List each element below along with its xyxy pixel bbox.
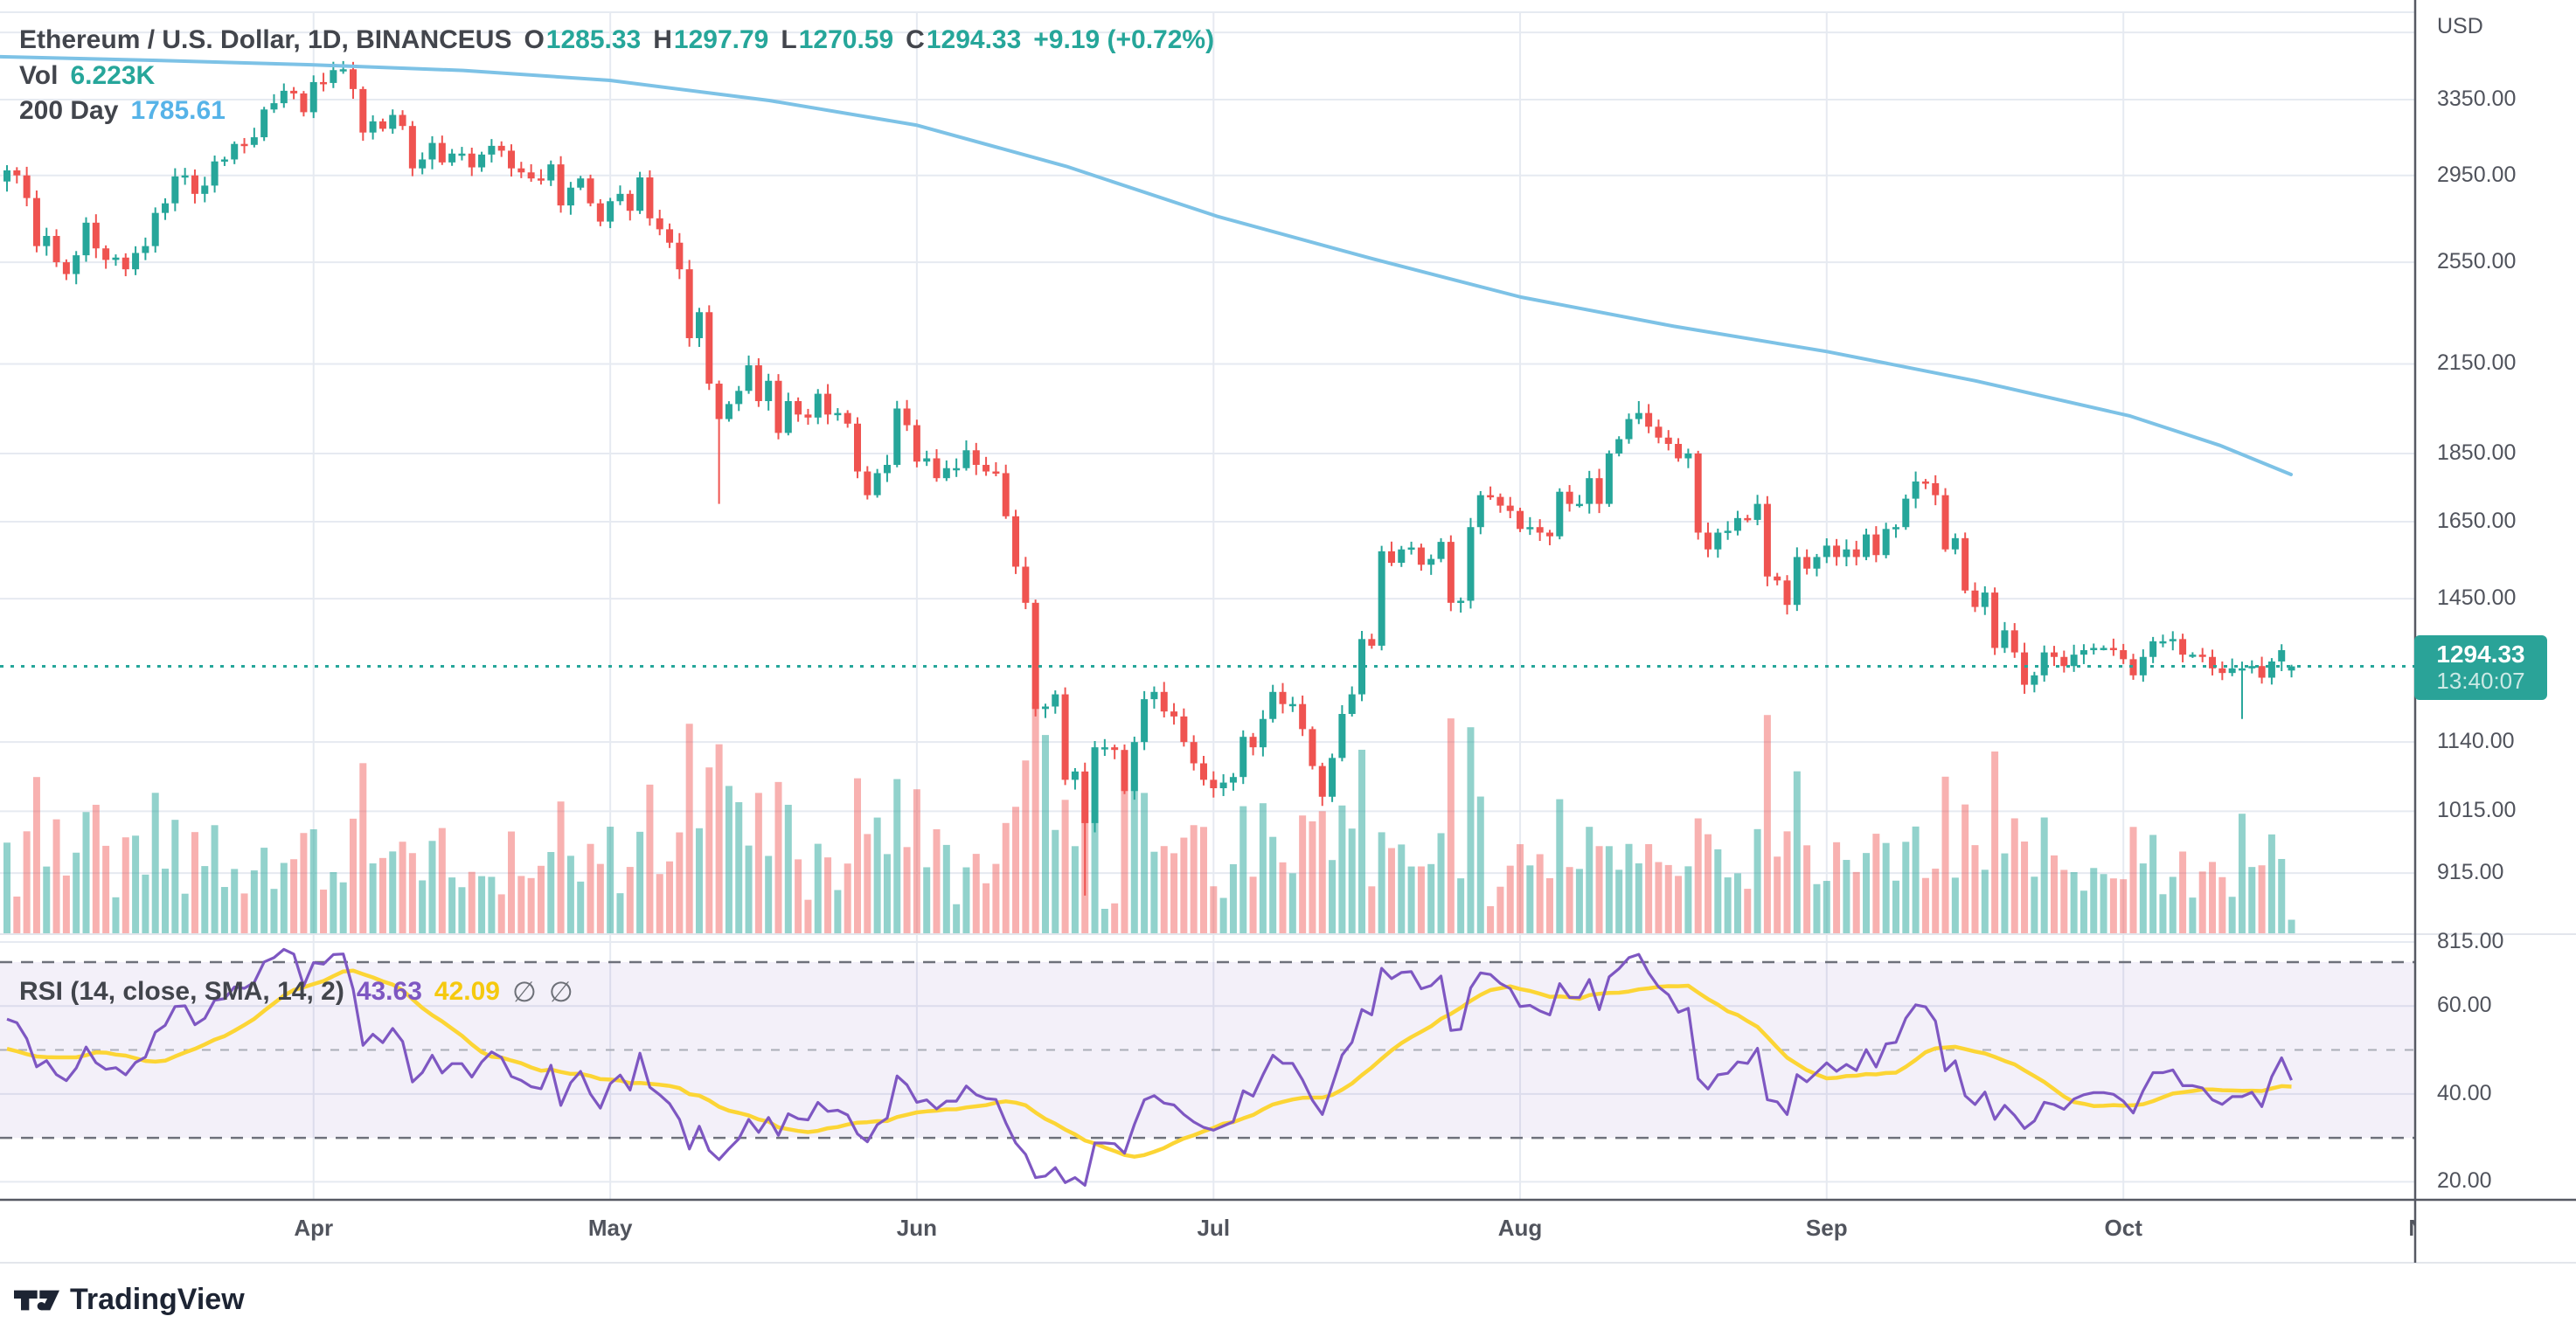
price-axis-label: 1850.00 — [2437, 440, 2517, 465]
ma-label: 200 Day — [19, 96, 119, 125]
tradingview-logo[interactable]: TradingView — [14, 1283, 245, 1317]
price-axis-label: 2550.00 — [2437, 249, 2517, 274]
high-label: H — [653, 25, 672, 54]
tradingview-logo-icon — [14, 1290, 59, 1310]
time-axis-label: Aug — [1497, 1215, 1543, 1241]
rsi-axis-label: 40.00 — [2437, 1080, 2492, 1105]
close-label: C — [906, 25, 925, 54]
currency-label: USD — [2437, 14, 2483, 38]
low-label: L — [781, 25, 797, 54]
time-axis-label: Jul — [1197, 1215, 1231, 1241]
price-axis-label: 1450.00 — [2437, 585, 2517, 611]
current-price-badge: 1294.33 13:40:07 — [2414, 634, 2547, 700]
rsi-lines — [6, 947, 2293, 1188]
candles — [3, 60, 2295, 896]
open-value: 1285.33 — [545, 25, 642, 54]
low-value: 1270.59 — [798, 25, 894, 54]
rsi-legend-row[interactable]: RSI (14, close, SMA, 14, 2) 43.63 42.09 … — [19, 975, 573, 1008]
price-axis-label: 2950.00 — [2437, 162, 2517, 187]
ma-200-line — [0, 54, 2293, 476]
time-axis-label: May — [587, 1215, 633, 1241]
price-axis-label: 1015.00 — [2437, 798, 2517, 823]
rsi-sma-value: 42.09 — [434, 977, 500, 1006]
rsi-title[interactable]: RSI (14, close, SMA, 14, 2) — [19, 977, 344, 1006]
bar-countdown: 13:40:07 — [2436, 667, 2525, 694]
price-axis-label: 3350.00 — [2437, 86, 2517, 111]
open-label: O — [524, 25, 545, 54]
rsi-value: 43.63 — [356, 977, 422, 1006]
volume-label: Vol — [19, 61, 59, 90]
rsi-axis-label: 60.00 — [2437, 993, 2492, 1018]
time-axis-label: Sep — [1805, 1215, 1848, 1241]
time-axis-label: Oct — [2104, 1215, 2142, 1241]
ma-legend-row[interactable]: 200 Day 1785.61 — [19, 96, 226, 126]
volume-bars — [3, 703, 2295, 934]
tradingview-logo-text: TradingView — [70, 1283, 245, 1316]
close-value: 1294.33 — [926, 25, 1022, 54]
current-price-value: 1294.33 — [2436, 640, 2525, 668]
symbol-title[interactable]: Ethereum / U.S. Dollar, 1D, BINANCEUS — [19, 25, 512, 54]
gridlines — [0, 11, 2415, 1200]
ma-value: 1785.61 — [130, 96, 226, 125]
volume-legend-row[interactable]: Vol 6.223K — [19, 61, 155, 91]
time-scale[interactable]: Apr May Jun Jul Aug Sep Oct Nov — [0, 0, 2415, 1337]
price-axis-label: 815.00 — [2437, 929, 2504, 954]
time-axis-label: Apr — [294, 1215, 334, 1241]
price-axis-label: 1650.00 — [2437, 508, 2517, 533]
pane-borders — [0, 0, 2576, 1264]
price-axis-label: 915.00 — [2437, 860, 2504, 885]
time-axis-label: Nov — [2408, 1215, 2415, 1242]
change-value: +9.19 (+0.72%) — [1033, 25, 1215, 54]
price-axis-label: 2150.00 — [2437, 350, 2517, 376]
empty-set-icon: ∅ — [511, 976, 537, 1008]
empty-set-icon: ∅ — [548, 976, 573, 1008]
time-axis-label: Jun — [896, 1215, 937, 1241]
price-axis-label: 1140.00 — [2437, 729, 2515, 754]
rsi-axis-label: 20.00 — [2437, 1168, 2492, 1194]
high-value: 1297.79 — [673, 25, 769, 54]
volume-value: 6.223K — [70, 61, 156, 90]
